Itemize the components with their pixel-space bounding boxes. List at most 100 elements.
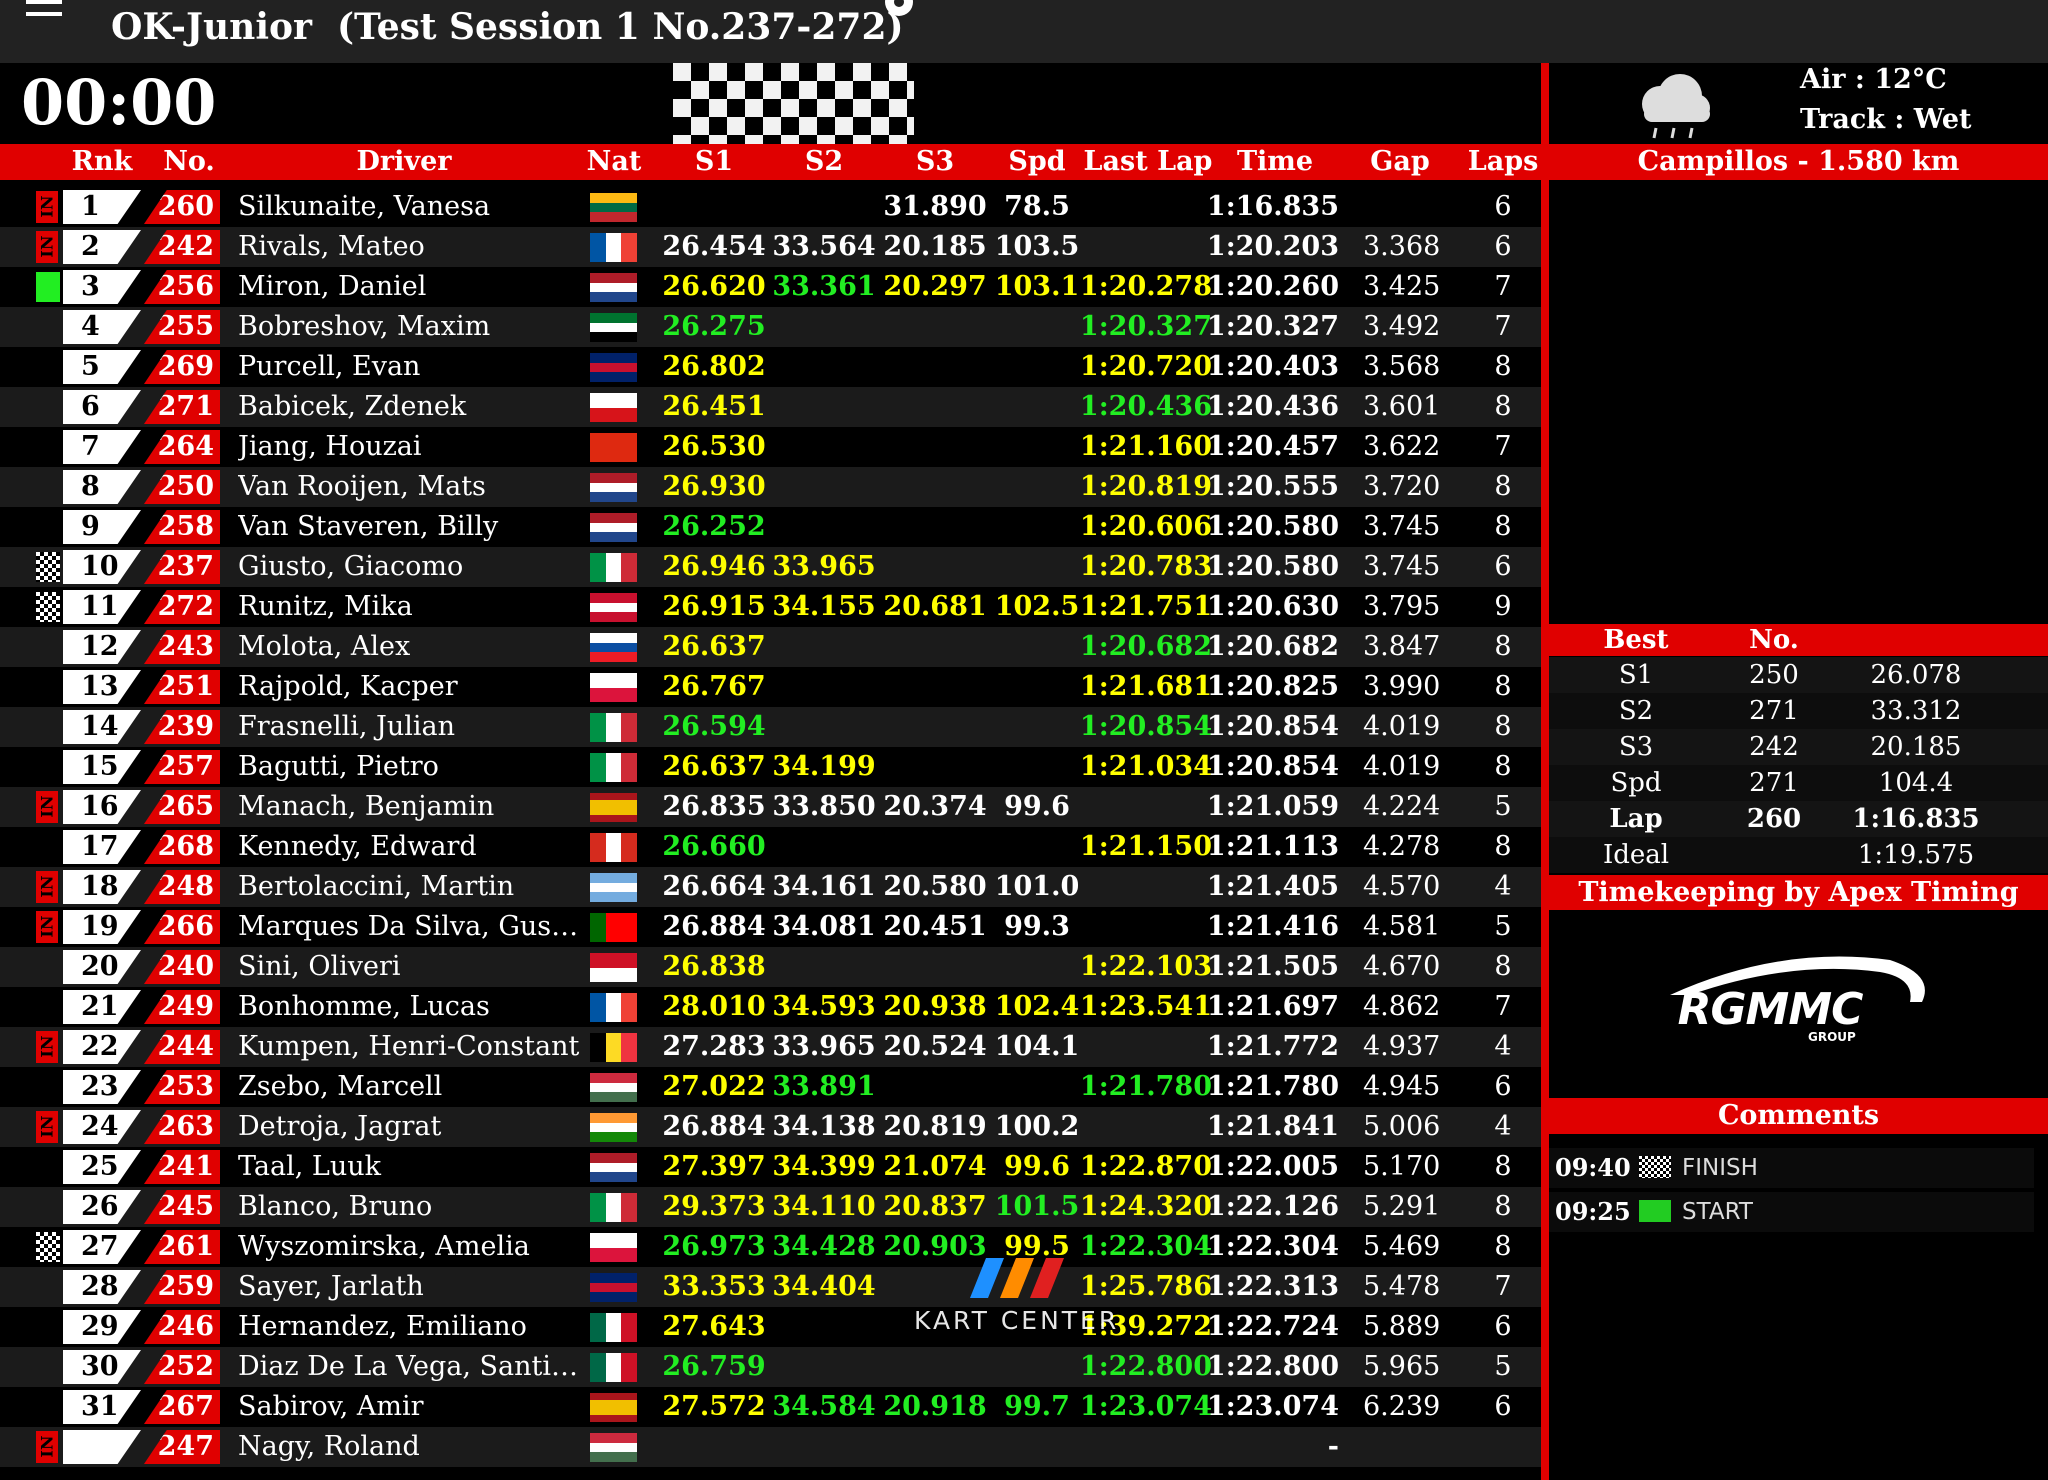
settings-button[interactable] <box>882 0 916 20</box>
gap: 3.368 <box>1363 231 1441 262</box>
sector-spd: 99.6 <box>1004 791 1070 822</box>
driver-name: Rajpold, Kacper <box>238 671 458 702</box>
rank: 10 <box>81 551 119 582</box>
logo-text: RGMMC <box>1677 984 1864 1035</box>
driver-name: Zsebo, Marcell <box>238 1071 443 1102</box>
column-label: Spd <box>1008 146 1066 177</box>
sector-spd: 102.5 <box>994 591 1080 622</box>
number-box: 240 <box>144 950 220 984</box>
best-time: 1:22.800 <box>1206 1351 1339 1382</box>
flag <box>590 313 637 343</box>
sector-s2: 34.138 <box>772 1111 876 1142</box>
flag <box>590 233 638 262</box>
kart-number: 266 <box>157 911 214 942</box>
comments-header: Comments <box>1549 1098 2048 1134</box>
flag-stripe <box>590 892 637 903</box>
rank: 18 <box>81 871 119 902</box>
flag <box>590 1153 637 1183</box>
flag-stripe <box>605 1033 622 1062</box>
rank: 26 <box>81 1191 119 1222</box>
flag <box>590 1273 637 1303</box>
gap: 4.937 <box>1363 1031 1441 1062</box>
rank-box: 15 <box>63 750 141 784</box>
kart-number: 246 <box>157 1311 214 1342</box>
best-row: S1 250 26.078 <box>1549 657 2048 693</box>
flag <box>590 673 637 702</box>
rank: 6 <box>81 391 100 422</box>
gap: 3.745 <box>1363 511 1441 542</box>
number-box: 239 <box>144 710 220 744</box>
rank-box: 20 <box>63 950 141 984</box>
sector-s1: 26.759 <box>662 1351 766 1382</box>
flag-stripe <box>590 1313 606 1342</box>
best-number: 271 <box>1749 768 1799 798</box>
driver-name: Purcell, Evan <box>238 351 421 382</box>
laps: 6 <box>1494 551 1512 582</box>
checkered-flag <box>673 63 914 144</box>
flag <box>590 953 637 982</box>
best-time: 1:20.436 <box>1206 391 1339 422</box>
best-label: Spd <box>1610 768 1662 798</box>
kart-number: 271 <box>157 391 214 422</box>
driver-name: Kumpen, Henri-Constant <box>238 1031 580 1062</box>
flag-stripe <box>590 1092 637 1103</box>
result-row: 10 237 Giusto, Giacomo 26.946 33.965 1:20.783… <box>0 547 1541 587</box>
laps: 7 <box>1494 311 1512 342</box>
flag-stripe <box>621 913 638 942</box>
sector-s3: 20.903 <box>883 1231 987 1262</box>
kart-number: 255 <box>157 311 214 342</box>
sector-s1: 26.660 <box>662 831 766 862</box>
number-box: 247 <box>144 1430 220 1464</box>
best-time: 1:21.841 <box>1206 1111 1339 1142</box>
best-time: 1:21.416 <box>1206 911 1339 942</box>
flag-stripe <box>590 1414 637 1422</box>
flag-stripe <box>590 372 637 383</box>
rank: 31 <box>81 1391 119 1422</box>
rank: 4 <box>81 311 100 342</box>
rank-box: 17 <box>63 830 141 864</box>
driver-name: Babicek, Zdenek <box>238 391 467 422</box>
sector-last: 1:39.272 <box>1079 1311 1212 1342</box>
sector-s1: 26.973 <box>662 1231 766 1262</box>
sector-last: 1:25.786 <box>1079 1271 1212 1302</box>
number-box: 250 <box>144 470 220 504</box>
rank-box: 19 <box>63 910 141 944</box>
kart-number: 269 <box>157 351 214 382</box>
rank-box: 22 <box>63 1030 141 1064</box>
laps: 7 <box>1494 271 1512 302</box>
flag-stripe <box>605 1353 622 1382</box>
result-row: 5 269 Purcell, Evan 26.802 1:20.720 1:20.403 3… <box>0 347 1541 387</box>
driver-name: Bagutti, Pietro <box>238 751 439 782</box>
rank-box: 16 <box>63 790 141 824</box>
kart-number: 248 <box>157 871 214 902</box>
sector-last: 1:20.720 <box>1079 351 1212 382</box>
flag-stripe <box>590 1433 637 1443</box>
sector-last: 1:20.819 <box>1079 471 1212 502</box>
flag-stripe <box>590 1082 637 1093</box>
gap: 5.469 <box>1363 1231 1441 1262</box>
number-box: 255 <box>144 310 220 344</box>
flag-stripe <box>590 753 606 782</box>
best-time: 1:22.005 <box>1206 1151 1339 1182</box>
gap: 4.581 <box>1363 911 1441 942</box>
kart-number: 241 <box>157 1151 214 1182</box>
best-time: 1:20.580 <box>1206 551 1339 582</box>
flag-stripe <box>590 492 637 503</box>
sector-s1: 26.275 <box>662 311 766 342</box>
flag-stripe <box>590 1122 637 1133</box>
flag-stripe <box>605 993 622 1022</box>
flag-stripe <box>590 1113 637 1123</box>
number-box: 267 <box>144 1390 220 1424</box>
result-row: 29 246 Hernandez, Emiliano 27.643 1:39.272 1:… <box>0 1307 1541 1347</box>
sector-s1: 26.454 <box>662 231 766 262</box>
rank-box: 5 <box>63 350 141 384</box>
sector-s1: 27.397 <box>662 1151 766 1182</box>
rank-box: 14 <box>63 710 141 744</box>
flag-stripe <box>590 473 637 483</box>
menu-button[interactable] <box>26 0 64 20</box>
best-time: 1:20.825 <box>1206 671 1339 702</box>
flag-stripe <box>590 532 637 543</box>
best-number: 271 <box>1749 696 1799 726</box>
sector-spd: 99.6 <box>1004 1151 1070 1182</box>
best-label: Ideal <box>1602 840 1670 870</box>
